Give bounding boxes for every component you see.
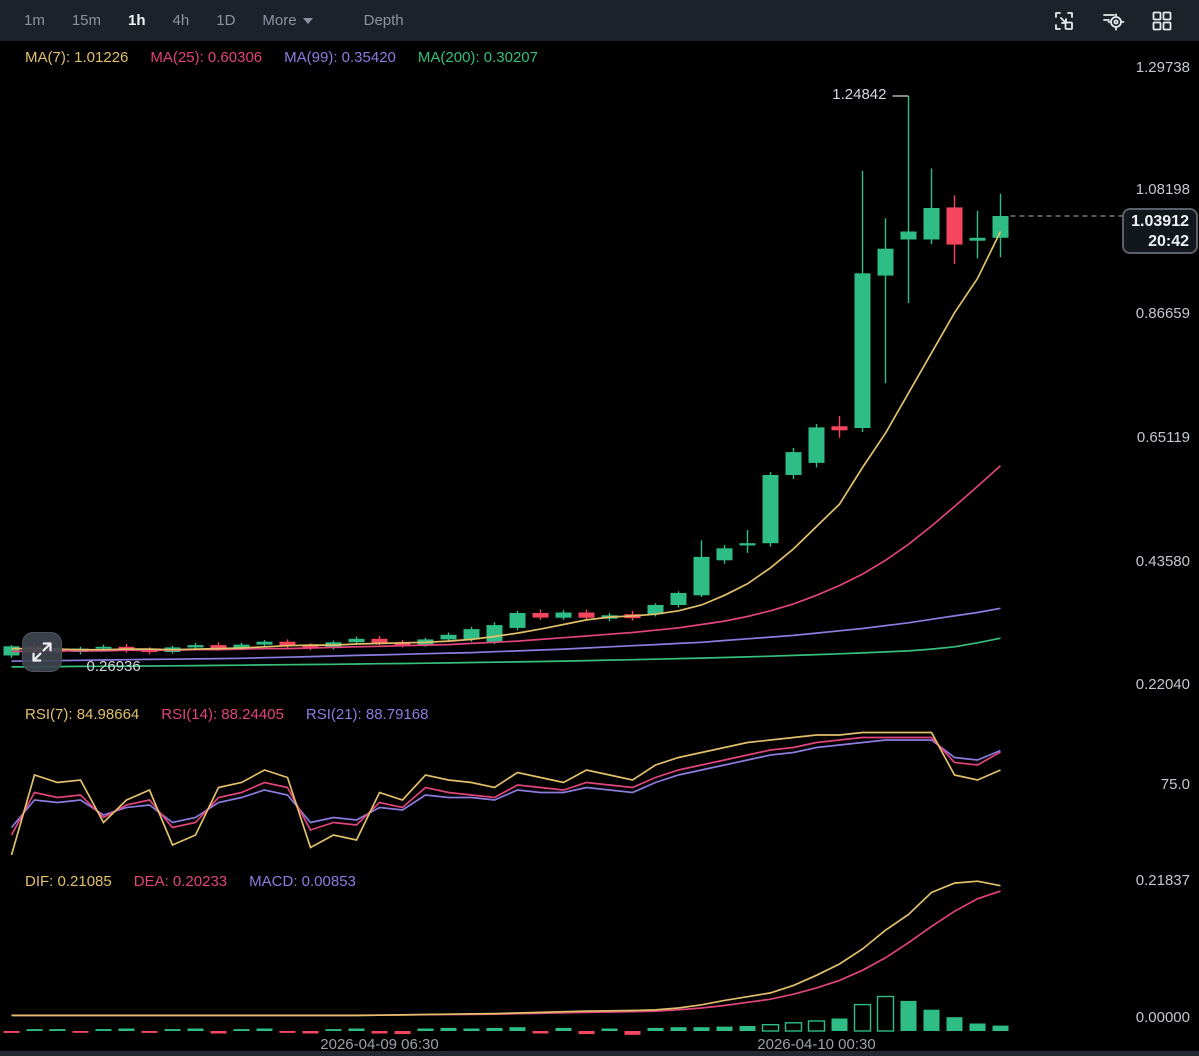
macd-legend: DIF: 0.21085 DEA: 0.20233 MACD: 0.00853 xyxy=(25,873,356,890)
rsi-legend: RSI(7): 84.98664 RSI(14): 88.24405 RSI(2… xyxy=(25,706,428,723)
macd-axis-tick: 0.00000 xyxy=(1135,1009,1190,1026)
ma200-name: MA(200): xyxy=(417,49,484,66)
ma200-legend: MA(200): 0.30207 xyxy=(418,49,538,66)
rsi21-value: 88.79168 xyxy=(365,706,429,723)
indicator-settings-icon[interactable] xyxy=(1101,9,1125,33)
ma7-value: 1.01226 xyxy=(74,49,129,66)
rsi7-value: 84.98664 xyxy=(76,706,140,723)
time-axis-label: 2026-04-09 06:30 xyxy=(320,1036,439,1053)
rsi-axis-tick: 75.0 xyxy=(1160,776,1190,793)
price-tick: 0.43580 xyxy=(1135,553,1190,570)
current-price: 1.03912 xyxy=(1131,213,1189,230)
ma25-legend: MA(25): 0.60306 xyxy=(150,49,262,66)
price-tick: 0.65119 xyxy=(1136,429,1190,446)
chart-toolbar: 1m 15m 1h 4h 1D More Depth xyxy=(0,0,1199,41)
dea-value: 0.20233 xyxy=(172,873,228,890)
current-price-badge: 1.03912 20:42 xyxy=(1122,208,1198,254)
collapse-chart-icon[interactable] xyxy=(1052,9,1076,33)
dea-name: DEA: xyxy=(133,873,173,890)
dea-legend: DEA: 0.20233 xyxy=(134,873,227,890)
depth-tab[interactable]: Depth xyxy=(363,12,404,29)
price-tick: 1.08198 xyxy=(1135,181,1190,198)
rsi14-name: RSI(14): xyxy=(161,706,222,723)
macd-axis-tick: 0.21837 xyxy=(1135,872,1190,889)
rsi21-legend: RSI(21): 88.79168 xyxy=(306,706,429,723)
ma99-value: 0.35420 xyxy=(341,49,396,66)
rsi14-legend: RSI(14): 88.24405 xyxy=(161,706,284,723)
interval-1d[interactable]: 1D xyxy=(216,12,236,29)
ma25-value: 0.60306 xyxy=(207,49,263,66)
more-label: More xyxy=(262,12,297,29)
price-tick: 0.22040 xyxy=(1135,676,1190,693)
macd-value: 0.00853 xyxy=(301,873,356,890)
dif-legend: DIF: 0.21085 xyxy=(25,873,112,890)
price-tick: 0.86659 xyxy=(1135,305,1190,322)
dif-value: 0.21085 xyxy=(57,873,112,890)
expand-chart-button[interactable] xyxy=(22,632,62,672)
bottom-edge-strip xyxy=(0,1051,1199,1056)
interval-15m[interactable]: 15m xyxy=(71,12,102,29)
high-annotation: 1.24842 xyxy=(832,86,887,104)
price-tick: 1.29738 xyxy=(1135,59,1190,76)
ma200-value: 0.30207 xyxy=(483,49,538,66)
time-axis-label: 2026-04-10 00:30 xyxy=(757,1036,876,1053)
rsi7-name: RSI(7): xyxy=(25,706,77,723)
more-intervals-button[interactable]: More xyxy=(262,12,313,29)
time-axis[interactable]: 2026-04-09 06:30 2026-04-10 00:30 xyxy=(0,1034,1199,1056)
candle-countdown: 20:42 xyxy=(1148,233,1189,250)
rsi21-name: RSI(21): xyxy=(305,706,366,723)
ma99-name: MA(99): xyxy=(284,49,342,66)
rsi14-value: 88.24405 xyxy=(221,706,284,723)
macd-hist-legend: MACD: 0.00853 xyxy=(249,873,356,890)
interval-4h[interactable]: 4h xyxy=(172,12,190,29)
ma99-legend: MA(99): 0.35420 xyxy=(284,49,396,66)
grid-layout-icon[interactable] xyxy=(1150,9,1174,33)
dif-name: DIF: xyxy=(25,873,58,890)
ma-legend: MA(7): 1.01226 MA(25): 0.60306 MA(99): 0… xyxy=(25,49,538,66)
ma7-name: MA(7): xyxy=(25,49,75,66)
low-annotation: 0.26936 xyxy=(86,657,141,675)
rsi7-legend: RSI(7): 84.98664 xyxy=(25,706,139,723)
interval-1h[interactable]: 1h xyxy=(128,12,146,29)
chevron-down-icon xyxy=(302,17,313,24)
ma7-legend: MA(7): 1.01226 xyxy=(25,49,128,66)
interval-1m[interactable]: 1m xyxy=(24,12,45,29)
macd-name: MACD: xyxy=(249,873,302,890)
ma25-name: MA(25): xyxy=(150,49,208,66)
expand-arrows-icon xyxy=(32,642,52,662)
